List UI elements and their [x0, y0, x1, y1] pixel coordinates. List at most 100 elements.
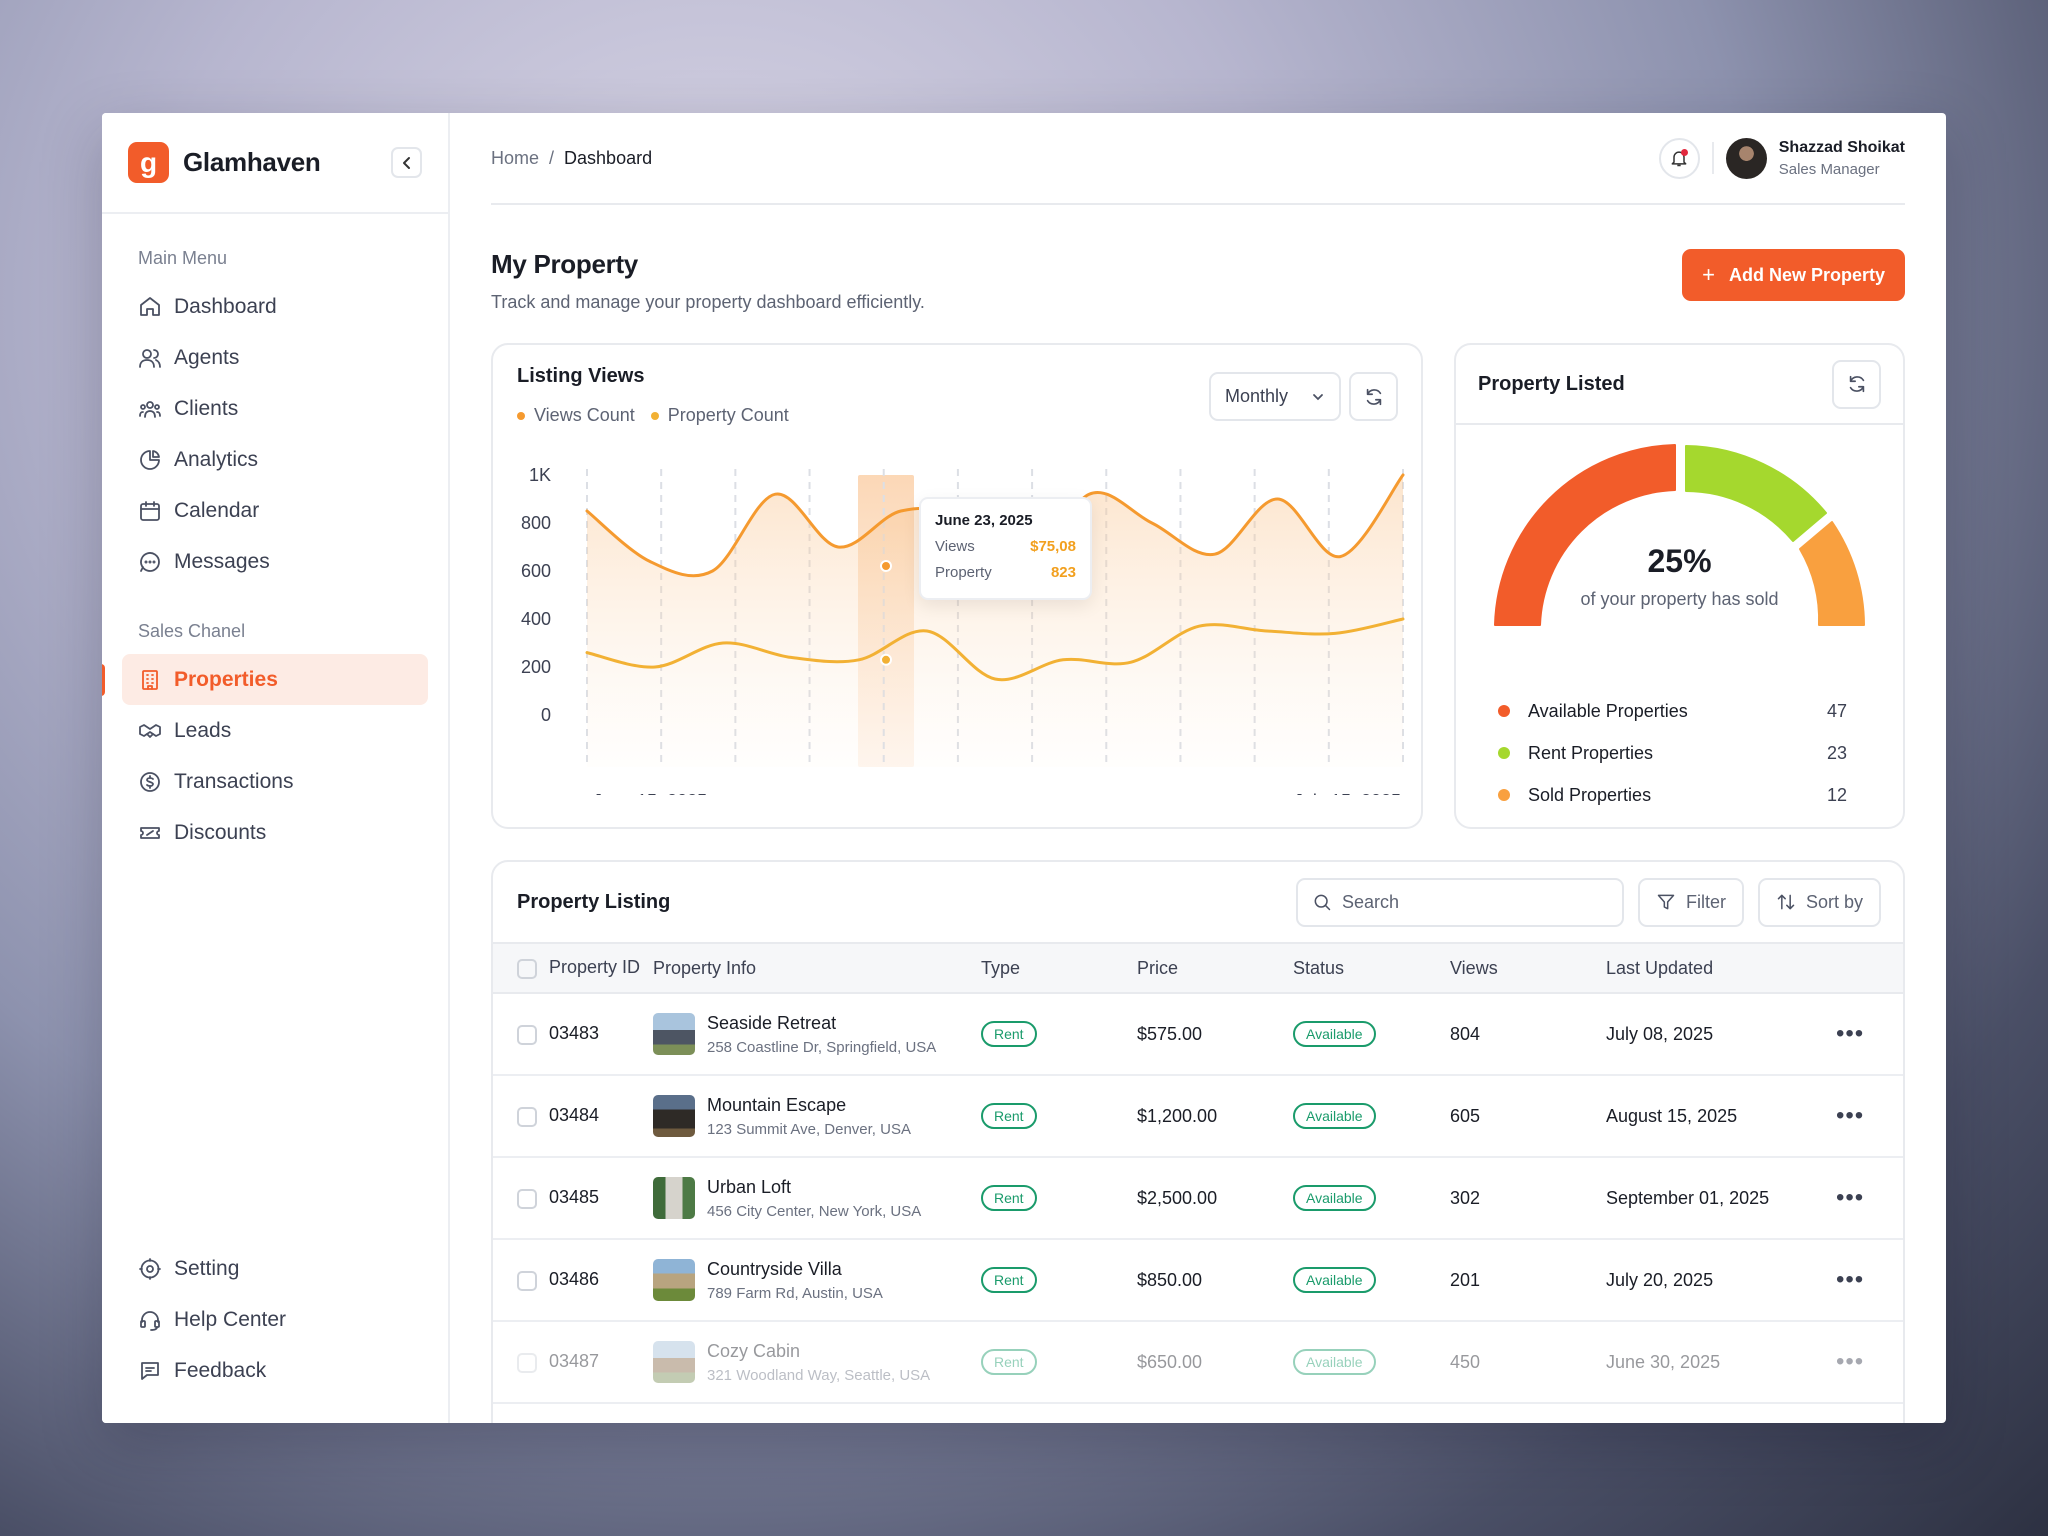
column-label: Last Updated	[1606, 957, 1714, 978]
sort-button[interactable]: Sort by	[1757, 877, 1881, 927]
sidebar-item-label: Feedback	[174, 1358, 267, 1382]
page-header: My Property Track and manage your proper…	[491, 249, 1905, 313]
table-row[interactable]: 03486 Countryside Villa 789 Farm Rd, Aust…	[493, 1239, 1903, 1321]
col-property-info: Property Info	[653, 943, 981, 993]
more-options-icon[interactable]: •••	[1836, 1020, 1865, 1047]
add-property-button[interactable]: + Add New Property	[1682, 249, 1905, 301]
more-options-icon[interactable]: •••	[1836, 1184, 1865, 1211]
col-views: Views	[1450, 943, 1606, 993]
sidebar-item-feedback[interactable]: Feedback	[122, 1345, 428, 1396]
brand-name: Glamhaven	[183, 147, 321, 177]
avatar[interactable]	[1725, 137, 1767, 179]
period-select[interactable]: Monthly	[1209, 372, 1341, 421]
property-thumbnail	[653, 1177, 695, 1219]
chevron-down-icon	[1313, 393, 1323, 400]
gauge-segment-available	[1494, 444, 1676, 626]
type-badge: Rent	[981, 1267, 1037, 1293]
main-content: Home / Dashboard Shazzad Shoikat Sales Man…	[450, 113, 1946, 1423]
cell-type: Rent	[981, 1075, 1137, 1157]
add-property-label: Add New Property	[1728, 264, 1885, 285]
cell-updated: July 08, 2025	[1606, 1023, 1714, 1044]
building-icon	[142, 669, 158, 690]
table-row[interactable]: 03484 Mountain Escape 123 Summit Ave, Den…	[493, 1075, 1903, 1157]
sidebar-item-properties[interactable]: Properties	[102, 654, 428, 705]
table-row[interactable]: 03483 Seaside Retreat 258 Coastline Dr, S…	[493, 993, 1903, 1075]
gauge-segment-sold	[1799, 521, 1865, 626]
more-options-icon[interactable]: •••	[1836, 1348, 1865, 1375]
sidebar-item-leads[interactable]: Leads	[122, 705, 428, 756]
breakdown-label: Rent Properties	[1528, 742, 1654, 763]
cell-type: Rent	[981, 1157, 1137, 1239]
user-info: Shazzad Shoikat Sales Manager	[1779, 139, 1905, 178]
refresh-icon	[1849, 375, 1864, 393]
type-badge: Rent	[981, 1185, 1037, 1211]
property-id: 03487	[549, 1351, 600, 1372]
sidebar-item-label: Clients	[174, 396, 239, 420]
property-name[interactable]: Urban Loft	[707, 1176, 792, 1197]
property-name[interactable]: Mountain Escape	[707, 1094, 847, 1115]
sidebar-item-agents[interactable]: Agents	[122, 332, 428, 383]
column-label: Views	[1450, 957, 1498, 978]
y-tick-label: 1K	[529, 465, 551, 485]
col-property-id[interactable]: Property ID	[493, 943, 653, 993]
select-all-checkbox[interactable]	[517, 958, 537, 979]
y-tick-label: 0	[541, 705, 551, 725]
x-label-end: July 15, 2025	[1294, 791, 1401, 795]
row-checkbox[interactable]	[517, 1024, 537, 1045]
property-name[interactable]: Countryside Villa	[707, 1258, 842, 1279]
sold-gauge	[1494, 444, 1865, 626]
property-listing-card: Property Listing Search Filter Sort by	[491, 860, 1905, 1423]
sidebar-item-analytics[interactable]: Analytics	[122, 434, 428, 485]
breadcrumb-home[interactable]: Home	[491, 147, 540, 168]
more-options-icon[interactable]: •••	[1836, 1266, 1865, 1293]
cell-status: Available	[1293, 1075, 1450, 1157]
breadcrumb-separator: /	[549, 147, 555, 168]
sidebar: g Glamhaven Main Menu Dashboard Agents C…	[102, 113, 450, 1423]
y-tick-label: 600	[521, 561, 551, 581]
property-name[interactable]: Cozy Cabin	[707, 1340, 801, 1361]
type-badge: Rent	[981, 1021, 1037, 1047]
sidebar-item-label: Analytics	[174, 447, 259, 471]
sidebar-item-discounts[interactable]: Discounts	[122, 807, 428, 858]
row-checkbox[interactable]	[517, 1188, 537, 1209]
cell-updated: June 30, 2025	[1606, 1351, 1721, 1372]
type-badge: Rent	[981, 1349, 1037, 1375]
search-input[interactable]: Search	[1295, 877, 1624, 927]
table-row[interactable]: 03485 Urban Loft 456 City Center, New Yor…	[493, 1157, 1903, 1239]
sidebar-item-help-center[interactable]: Help Center	[122, 1294, 428, 1345]
col-type: Type	[981, 943, 1137, 993]
row-checkbox[interactable]	[517, 1106, 537, 1127]
sidebar-item-setting[interactable]: Setting	[122, 1243, 428, 1294]
sidebar-item-calendar[interactable]: Calendar	[122, 485, 428, 536]
row-checkbox[interactable]	[517, 1352, 537, 1373]
notification-button[interactable]	[1658, 137, 1700, 179]
refresh-chart-button[interactable]	[1349, 372, 1398, 421]
cell-info: Cozy Cabin 321 Woodland Way, Seattle, USA	[653, 1321, 981, 1403]
property-name[interactable]: Seaside Retreat	[707, 1012, 837, 1033]
headset-icon	[140, 1310, 160, 1331]
more-options-icon[interactable]: •••	[1836, 1102, 1865, 1129]
sidebar-item-label: Messages	[174, 549, 270, 573]
row-checkbox[interactable]	[517, 1270, 537, 1291]
table-row[interactable]: 03487 Cozy Cabin 321 Woodland Way, Seattl…	[493, 1321, 1903, 1403]
property-thumbnail	[653, 1341, 695, 1383]
property-breakdown-list: Available Properties 47 Rent Properties 23…	[1498, 690, 1847, 816]
sidebar-item-messages[interactable]: Messages	[122, 536, 428, 587]
sidebar-item-transactions[interactable]: Transactions	[122, 756, 428, 807]
column-label: Price	[1137, 957, 1179, 978]
y-tick-label: 400	[521, 609, 551, 629]
collapse-sidebar-button[interactable]	[391, 147, 422, 178]
app-window: g Glamhaven Main Menu Dashboard Agents C…	[102, 113, 1946, 1423]
notification-dot	[1680, 148, 1688, 156]
sort-label: Sort by	[1805, 891, 1863, 912]
col-price: Price	[1137, 943, 1293, 993]
status-badge: Available	[1293, 1103, 1376, 1129]
sidebar-item-clients[interactable]: Clients	[122, 383, 428, 434]
refresh-listed-button[interactable]	[1832, 359, 1881, 409]
property-listing-header: Property Listing Search Filter Sort by	[493, 862, 1903, 942]
sidebar-item-dashboard[interactable]: Dashboard	[122, 281, 428, 332]
filter-button[interactable]: Filter	[1637, 877, 1744, 927]
sidebar-bottom-menu: Setting Help Center Feedback	[122, 1243, 428, 1396]
property-address: 258 Coastline Dr, Springfield, USA	[707, 1038, 937, 1056]
views-hover-point	[880, 560, 892, 572]
